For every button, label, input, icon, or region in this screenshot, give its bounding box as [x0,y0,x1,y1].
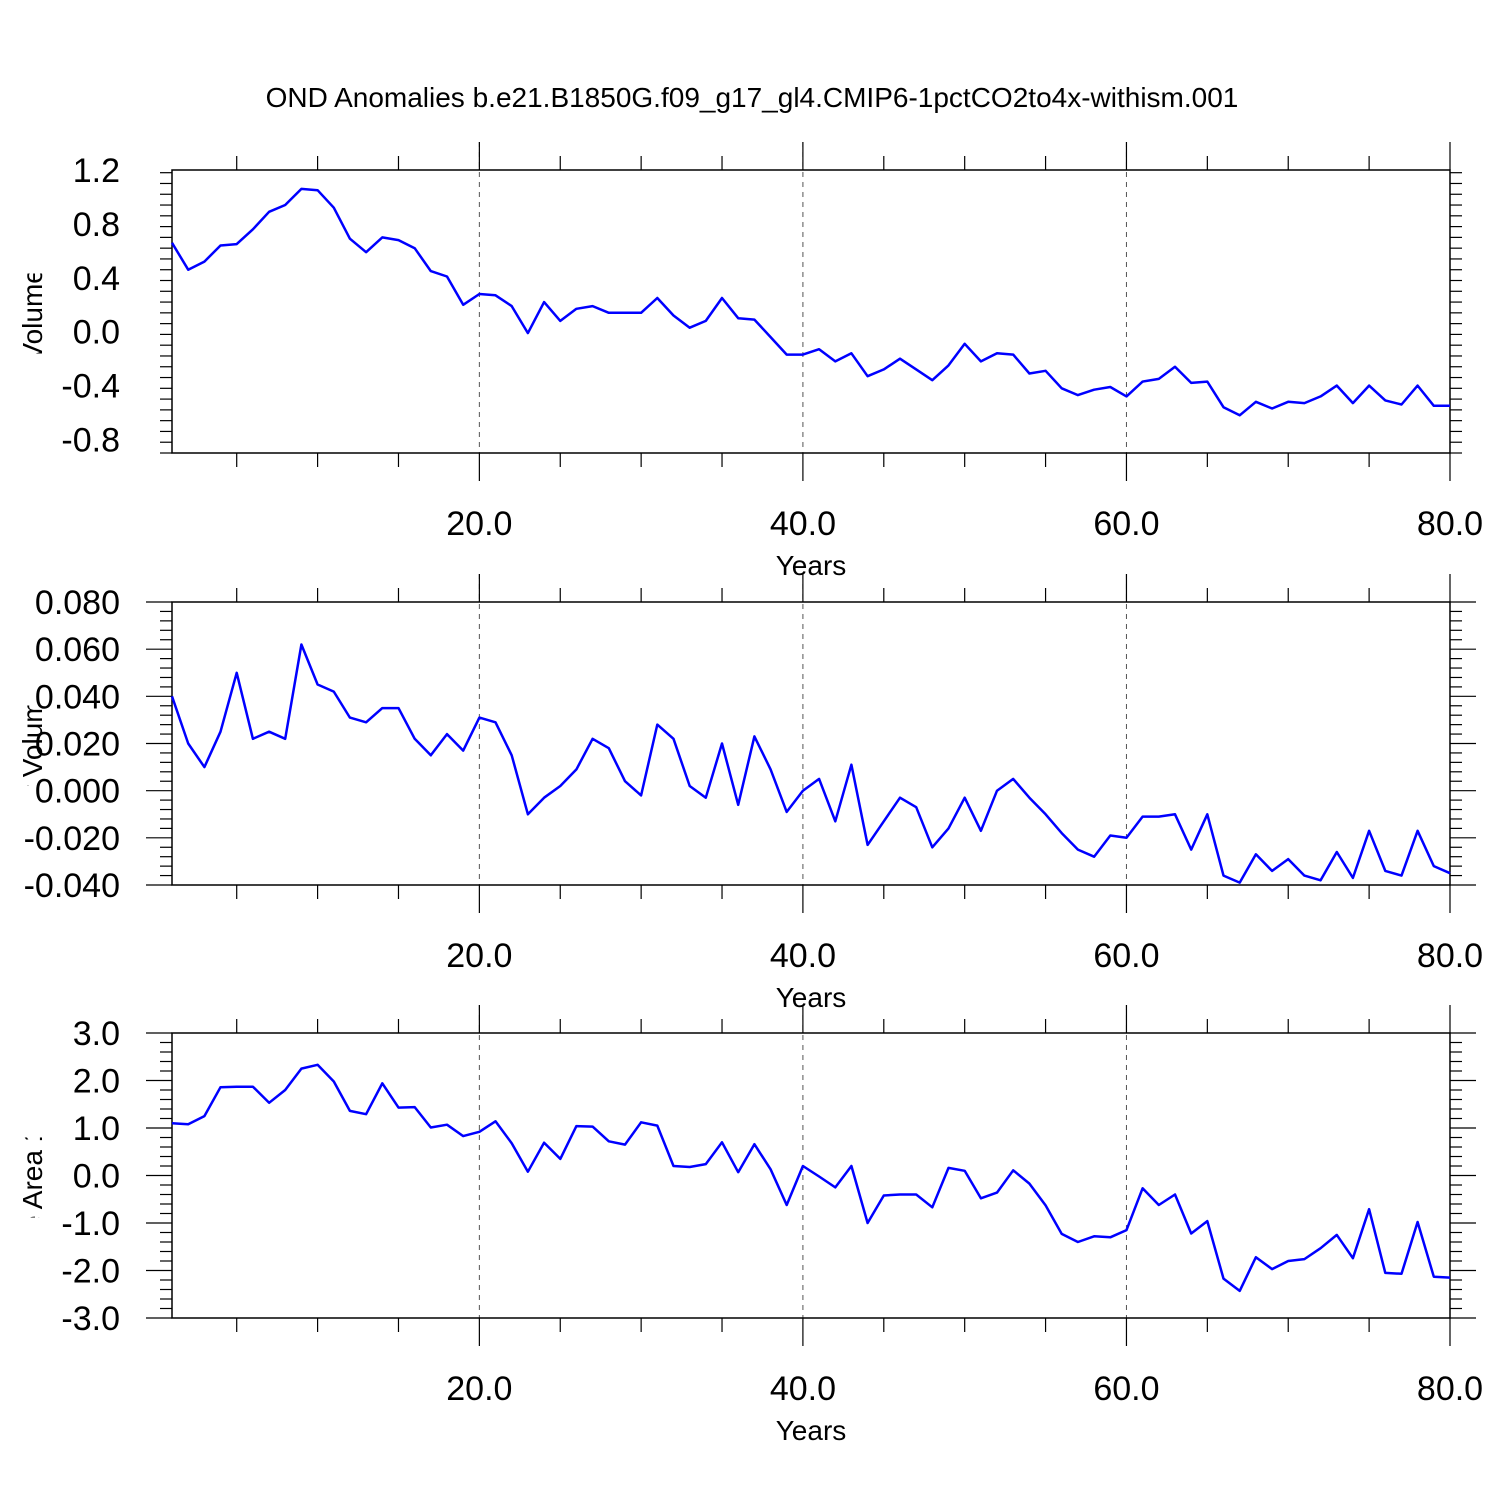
x-tick-label: 80.0 [1417,937,1483,975]
x-tick-label: 60.0 [1093,505,1159,543]
x-tick-label: 40.0 [770,937,836,975]
series-line [170,643,1451,884]
y-tick-label: -0.4 [61,368,120,406]
y-tick-label: 0.020 [35,726,120,764]
chart-panel-2: -0.040 -0.020 0.000 0.020 0.040 0.060 0.080 20.… [14,574,1483,1013]
y-axis-label-exponent: 12 [14,1091,34,1111]
x-tick-label: 80.0 [1417,1370,1483,1408]
plot-frame [171,601,1451,886]
plot-frame [171,169,1451,454]
y-axis-label-unit: m [17,1060,48,1091]
y-tick-label: -3.0 [61,1300,120,1338]
x-tick-label: 20.0 [446,937,512,975]
x-tick-label: 40.0 [770,505,836,543]
y-tick-label: 1.0 [73,1110,120,1148]
y-tick-label: -2.0 [61,1253,120,1291]
y-tick-label: 0.040 [35,678,120,716]
y-tick-label: -0.040 [24,867,120,905]
y-tick-label: 0.060 [35,631,120,669]
y-axis-label-text: NH Snow Volume 10 [17,645,48,903]
chart-panel-3: -3.0 -2.0 -1.0 0.0 1.0 2.0 3.0 20.0 40.0 60.0 80.0… [14,1005,1483,1446]
x-tick-label: 40.0 [770,1370,836,1408]
series-line [171,1063,1451,1293]
x-axis-label: Years [776,982,847,1013]
y-tick-label: -1.0 [61,1205,120,1243]
y-tick-label: -0.8 [61,422,120,460]
x-tick-label: 60.0 [1093,1370,1159,1408]
y-axis-label: NH Snow Volume 1013 m3 [14,584,48,904]
y-axis-label-unit-exponent: 3 [14,584,34,594]
chart-panels: -0.8-0.40.00.40.81.220.0 40.0 60.0 80.0Year… [14,142,1483,1446]
y-tick-label: 3.0 [73,1015,120,1053]
y-tick-label: 0.8 [73,206,120,244]
y-axis-label: NH Ice Area 1012 m2 [14,1050,48,1301]
y-tick-label: -0.020 [24,820,120,858]
y-axis-label-text: NH Ice Area 10 [17,1111,48,1301]
y-tick-label: 2.0 [73,1063,120,1101]
y-tick-label: 0.080 [35,584,120,622]
y-axis-label-exponent: 13 [14,209,34,229]
y-tick-label: 0.000 [35,773,120,811]
y-axis-label-unit-exponent: 2 [14,1050,34,1060]
y-tick-label: 1.2 [73,152,120,190]
y-axis-label: NH Ice Volume 1013 m3 [14,168,48,455]
plot-frame [171,1032,1451,1319]
x-tick-label: 20.0 [446,1370,512,1408]
x-tick-label: 80.0 [1417,505,1483,543]
x-axis-label: Years [776,1415,847,1446]
x-tick-label: 60.0 [1093,937,1159,975]
y-tick-label: 0.0 [73,314,120,352]
chart-panel-1: -0.8 -0.4 0.0 0.4 0.8 1.2 20.0 40.0 60.0 80.0 Year… [14,142,1483,581]
series-line [170,187,1450,417]
figure-title: OND Anomalies b.e21.B1850G.f09_g17_gl4.C… [266,82,1239,113]
x-tick-label: 20.0 [446,505,512,543]
y-axis-label-exponent: 13 [14,625,34,645]
y-axis-label-unit-exponent: 3 [14,168,34,178]
y-tick-label: 0.4 [73,260,120,298]
y-tick-label: 0.0 [73,1158,120,1196]
y-axis-label-text: NH Ice Volume 10 [17,229,48,455]
x-axis-label: Years [776,550,847,581]
y-axis-label-unit: m [17,178,48,209]
